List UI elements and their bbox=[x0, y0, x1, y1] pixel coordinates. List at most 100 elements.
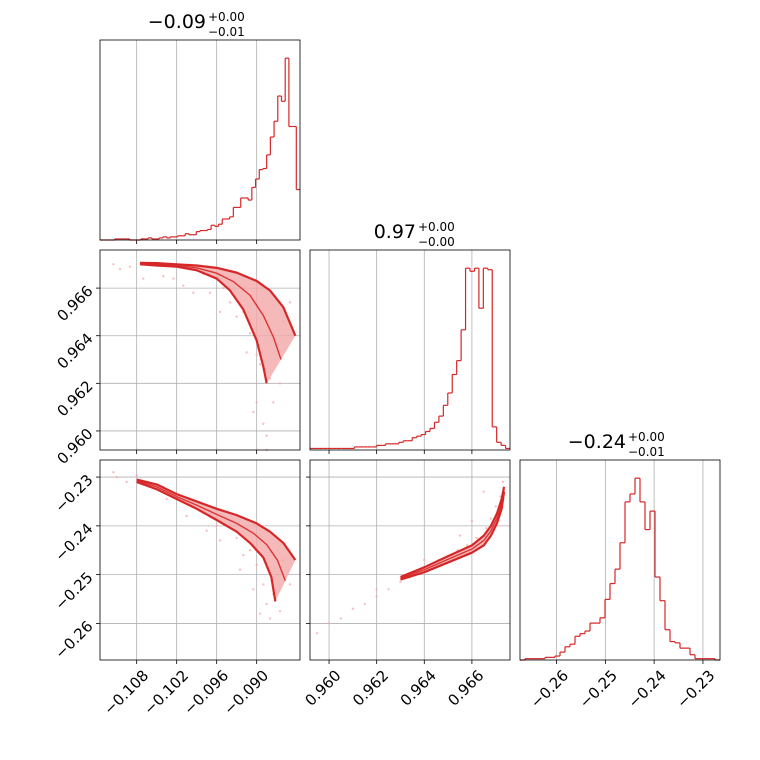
scatter-point bbox=[465, 544, 469, 547]
scatter-point bbox=[470, 519, 474, 523]
panel-title-plus: +0.00 bbox=[208, 10, 245, 24]
y-tick-label: 0.960 bbox=[53, 425, 96, 468]
scatter-point bbox=[482, 490, 486, 493]
density-contour-outer bbox=[139, 261, 297, 337]
scatter-point bbox=[248, 332, 252, 335]
scatter-point bbox=[238, 568, 242, 571]
x-tick-label: −0.24 bbox=[624, 666, 669, 711]
scatter-point bbox=[278, 382, 282, 385]
x-tick-label: 0.964 bbox=[397, 666, 440, 709]
scatter-point bbox=[252, 410, 255, 414]
density-contour-middle bbox=[400, 489, 505, 579]
scatter-point bbox=[115, 475, 118, 479]
scatter-point bbox=[235, 536, 238, 540]
scatter-point bbox=[222, 286, 225, 290]
x-tick-label: −0.26 bbox=[527, 666, 572, 711]
scatter-point bbox=[128, 265, 132, 268]
scatter-point bbox=[258, 363, 262, 366]
scatter-point bbox=[192, 291, 195, 295]
scatter-point bbox=[501, 480, 505, 484]
scatter-point bbox=[278, 610, 282, 613]
scatter-point bbox=[423, 558, 426, 562]
panel-title-minus: −0.01 bbox=[628, 445, 665, 459]
scatter-point bbox=[218, 539, 222, 542]
scatter-point bbox=[255, 353, 258, 356]
scatter-point bbox=[235, 315, 238, 318]
scatter-point bbox=[255, 563, 258, 567]
y-tick-label: 0.962 bbox=[53, 377, 96, 420]
panel-title-value: 0.97 bbox=[374, 221, 416, 243]
panel-frame bbox=[99, 249, 301, 451]
scatter-point bbox=[265, 434, 268, 437]
scatter-point bbox=[255, 401, 258, 404]
y-tick-label: −0.25 bbox=[51, 568, 96, 613]
scatter-point bbox=[327, 622, 331, 625]
density-contour-middle bbox=[139, 262, 282, 360]
scatter-panel-param-1-vs-param-3 bbox=[96, 459, 301, 664]
scatter-point bbox=[185, 514, 188, 518]
scatter-point bbox=[165, 497, 168, 501]
panel-frame bbox=[309, 459, 511, 661]
scatter-point bbox=[315, 631, 319, 635]
panel-frame bbox=[519, 459, 721, 661]
x-tick-label: −0.23 bbox=[673, 666, 718, 711]
scatter-point bbox=[205, 529, 208, 532]
x-tick-label: −0.25 bbox=[576, 666, 621, 711]
scatter-point bbox=[258, 612, 262, 615]
scatter-point bbox=[387, 588, 390, 591]
scatter-point bbox=[262, 583, 265, 586]
histogram-panel-param-2: 0.97 +0.00−0.00 bbox=[309, 220, 511, 454]
panel-title-plus: +0.00 bbox=[418, 220, 455, 234]
scatter-point bbox=[363, 602, 366, 606]
scatter-point bbox=[288, 301, 292, 304]
scatter-point bbox=[248, 549, 252, 552]
scatter-point bbox=[458, 534, 462, 537]
histogram-panel-param-1: −0.09 +0.00−0.01 bbox=[99, 10, 301, 244]
density-band bbox=[140, 262, 296, 384]
panel-title-minus: −0.01 bbox=[208, 25, 245, 39]
histogram-panel-param-3: −0.24 +0.00−0.01 bbox=[519, 430, 721, 664]
scatter-point bbox=[494, 505, 497, 508]
y-tick-label: −0.26 bbox=[51, 617, 96, 662]
scatter-point bbox=[288, 583, 292, 586]
scatter-point bbox=[218, 310, 222, 314]
scatter-point bbox=[242, 553, 245, 557]
scatter-panel-param-2-vs-param-3 bbox=[306, 459, 511, 664]
scatter-point bbox=[268, 617, 272, 620]
scatter-point bbox=[252, 588, 255, 591]
scatter-point bbox=[484, 527, 488, 530]
density-contour-inner bbox=[139, 263, 268, 384]
density-band bbox=[136, 479, 296, 602]
scatter-point bbox=[228, 301, 232, 304]
scatter-point bbox=[172, 277, 175, 280]
scatter-point bbox=[135, 473, 138, 477]
scatter-point bbox=[272, 401, 275, 404]
scatter-point bbox=[125, 480, 128, 484]
scatter-panel-param-1-vs-param-2 bbox=[96, 249, 301, 454]
scatter-point bbox=[215, 524, 218, 528]
scatter-point bbox=[339, 617, 343, 620]
x-tick-label: 0.962 bbox=[349, 666, 392, 709]
scatter-point bbox=[265, 602, 268, 606]
scatter-point bbox=[208, 291, 212, 295]
y-tick-label: 0.966 bbox=[53, 282, 96, 325]
scatter-point bbox=[112, 470, 115, 474]
scatter-point bbox=[399, 580, 402, 584]
x-tick-label: 0.966 bbox=[444, 666, 487, 709]
x-tick-label: −0.090 bbox=[220, 666, 272, 718]
panel-frame bbox=[99, 459, 301, 661]
panel-title-minus: −0.00 bbox=[418, 235, 455, 249]
scatter-point bbox=[375, 595, 378, 598]
x-tick-label: 0.960 bbox=[302, 666, 345, 709]
scatter-point bbox=[245, 351, 248, 354]
panel-title-value: −0.09 bbox=[148, 11, 206, 33]
panel-frame bbox=[99, 39, 301, 241]
scatter-point bbox=[489, 517, 493, 520]
density-contour-middle bbox=[136, 480, 286, 581]
scatter-point bbox=[182, 284, 185, 287]
scatter-point bbox=[162, 274, 165, 278]
density-contour-inner bbox=[400, 491, 506, 581]
scatter-point bbox=[112, 263, 115, 266]
scatter-point bbox=[475, 536, 478, 540]
